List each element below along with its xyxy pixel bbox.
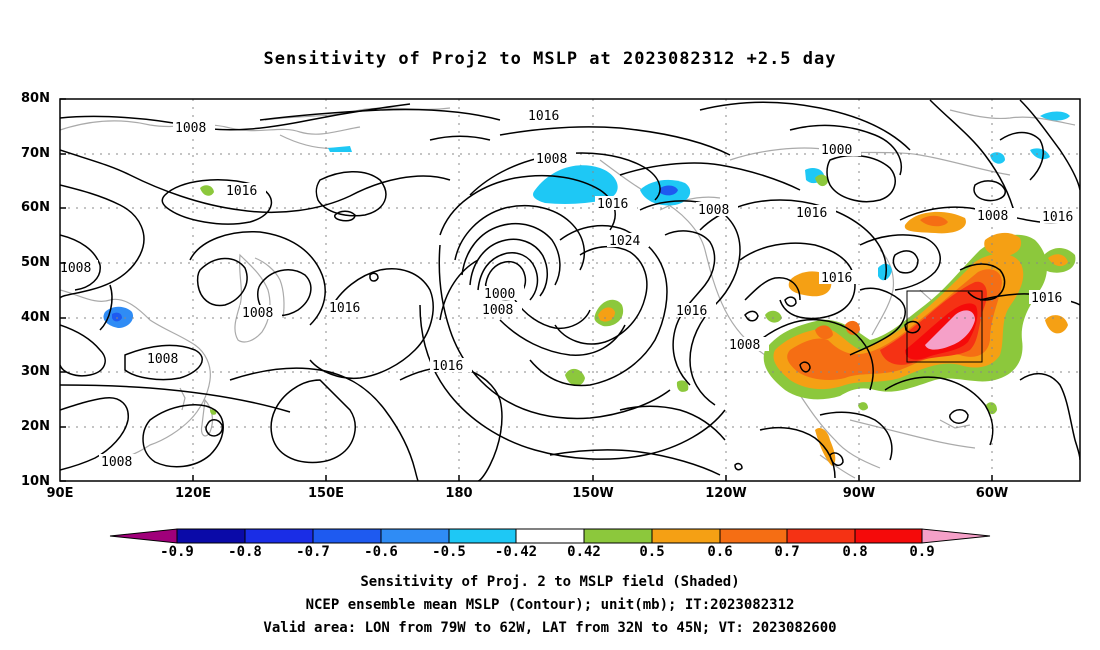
contour-label-1008: 1008 [101,455,132,470]
colorbar-swatch [380,528,450,544]
caption-shaded: Sensitivity of Proj. 2 to MSLP field (Sh… [360,574,740,590]
contour-label-1008: 1008 [482,303,513,318]
colorbar-swatch-highest [921,528,991,544]
colorbar-swatch [244,528,314,544]
caption-valid-area: Valid area: LON from 79W to 62W, LAT fro… [263,620,837,636]
colorbar-swatch [515,528,585,544]
lat-label-70n: 70N [21,146,50,161]
contour-label-1016: 1016 [528,109,559,124]
lon-label-120e: 120E [174,486,212,501]
contour-label-1024: 1024 [609,234,640,249]
colorbar-swatch [448,528,517,544]
colorbar-swatch [176,528,246,544]
lat-label-10n: 10N [21,474,50,489]
contour-label-1008: 1008 [147,352,178,367]
colorbar-label: 0.6 [707,544,733,560]
sensitivity-shading [103,111,1076,466]
lon-label-90w: 90W [842,486,876,501]
contour-label-1016: 1016 [796,206,827,221]
contour-label-1008: 1008 [60,261,91,276]
contour-label-1008: 1008 [175,121,206,136]
map-title: Sensitivity of Proj2 to MSLP at 20230823… [263,49,837,69]
lon-label-150w: 150W [572,486,614,501]
lon-label-90e: 90E [46,486,74,501]
lon-label-120w: 120W [705,486,747,501]
lon-label-180: 180 [445,486,473,501]
colorbar-label: -0.42 [494,544,538,560]
colorbar-swatch [719,528,788,544]
contour-label-1016: 1016 [432,359,463,374]
map-frame [59,98,1081,482]
lat-label-60n: 60N [21,200,50,215]
colorbar-label: -0.6 [364,544,398,560]
coastlines [60,107,1076,479]
valid-area-box [906,290,983,363]
colorbar-swatch [583,528,653,544]
contour-label-1000: 1000 [821,143,852,158]
colorbar-label: -0.9 [160,544,194,560]
colorbar-swatch [854,528,923,544]
contour-label-1016: 1016 [1042,210,1073,225]
colorbar-label: -0.7 [296,544,330,560]
colorbar-label: -0.5 [432,544,466,560]
contour-label-1008: 1008 [242,306,273,321]
colorbar-swatch [312,528,382,544]
lat-label-40n: 40N [21,310,50,325]
contour-label-1016: 1016 [1031,291,1062,306]
contour-label-1016: 1016 [329,301,360,316]
contour-label-1016: 1016 [821,271,852,286]
lat-label-80n: 80N [21,91,50,106]
colorbar-swatch [651,528,721,544]
contour-label-1008: 1008 [536,152,567,167]
colorbar-label: 0.42 [567,544,601,560]
colorbar-label: 0.5 [639,544,665,560]
colorbar-swatch-lowest [109,528,178,544]
caption-contour: NCEP ensemble mean MSLP (Contour); unit(… [305,597,795,613]
lon-label-150e: 150E [307,486,345,501]
lat-label-30n: 30N [21,364,50,379]
colorbar [109,528,991,544]
lon-label-60w: 60W [975,486,1009,501]
colorbar-label: -0.8 [228,544,262,560]
axis-ticks [60,98,993,482]
lat-label-20n: 20N [21,419,50,434]
contour-label-1016: 1016 [676,304,707,319]
colorbar-label: 0.8 [842,544,868,560]
colorbar-swatch [786,528,856,544]
colorbar-label: 0.9 [909,544,935,560]
contour-label-1008: 1008 [698,203,729,218]
lat-label-50n: 50N [21,255,50,270]
contour-label-1000: 1000 [484,287,515,302]
contour-label-1016: 1016 [597,197,628,212]
contour-label-1008: 1008 [977,209,1008,224]
contour-label-group: 1008 1016 1008 1008 1008 1016 1016 1016 … [60,108,1080,470]
contour-label-1016: 1016 [226,184,257,199]
contour-label-1008: 1008 [729,338,760,353]
colorbar-label: 0.7 [774,544,800,560]
